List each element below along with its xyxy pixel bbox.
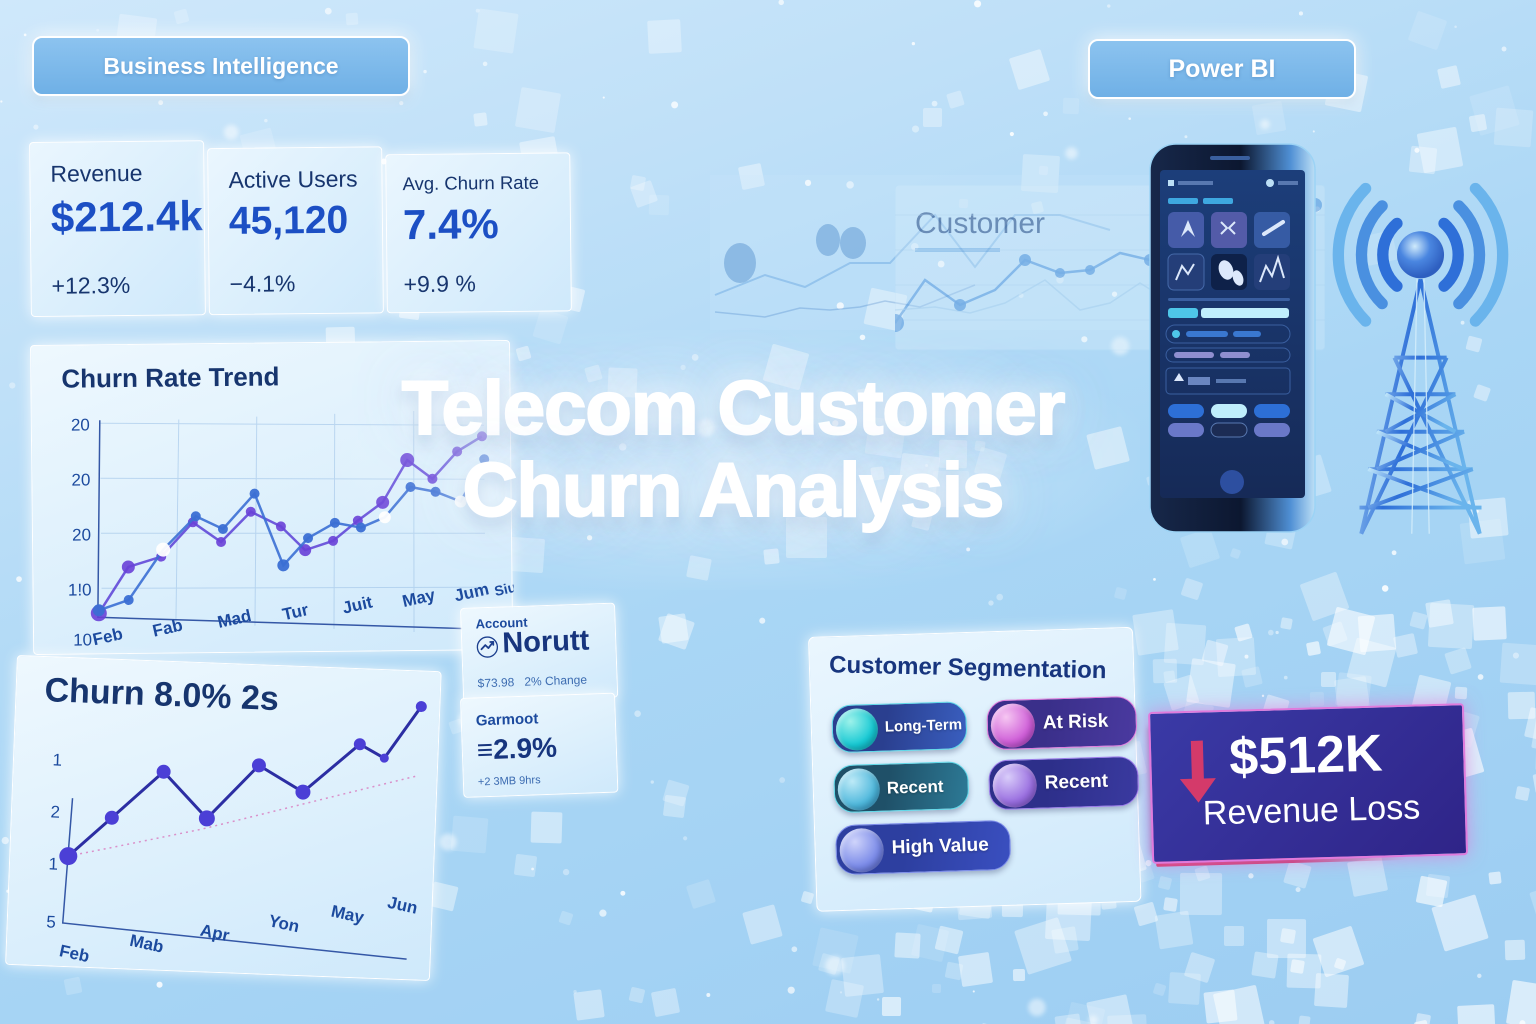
svg-text:5: 5	[46, 912, 56, 931]
svg-text:1: 1	[48, 854, 58, 873]
svg-text:Mad: Mad	[216, 606, 253, 632]
svg-text:1: 1	[52, 750, 62, 769]
svg-text:1!0: 1!0	[68, 580, 92, 599]
svg-text:Jun: Jun	[386, 893, 420, 918]
svg-text:2: 2	[50, 802, 60, 821]
svg-text:10: 10	[73, 630, 92, 649]
svg-text:Feb: Feb	[58, 941, 92, 966]
svg-text:20: 20	[71, 415, 90, 434]
svg-text:Customer: Customer	[915, 207, 1045, 240]
svg-text:Apr: Apr	[199, 921, 232, 946]
svg-text:20: 20	[71, 470, 90, 489]
svg-text:20: 20	[72, 525, 91, 544]
svg-text:Mab: Mab	[128, 931, 165, 957]
svg-text:Yon: Yon	[267, 911, 301, 936]
svg-text:May: May	[329, 902, 366, 928]
svg-text:Tur: Tur	[281, 600, 311, 624]
svg-text:Juit: Juit	[341, 592, 375, 617]
svg-text:Feb: Feb	[91, 624, 125, 649]
